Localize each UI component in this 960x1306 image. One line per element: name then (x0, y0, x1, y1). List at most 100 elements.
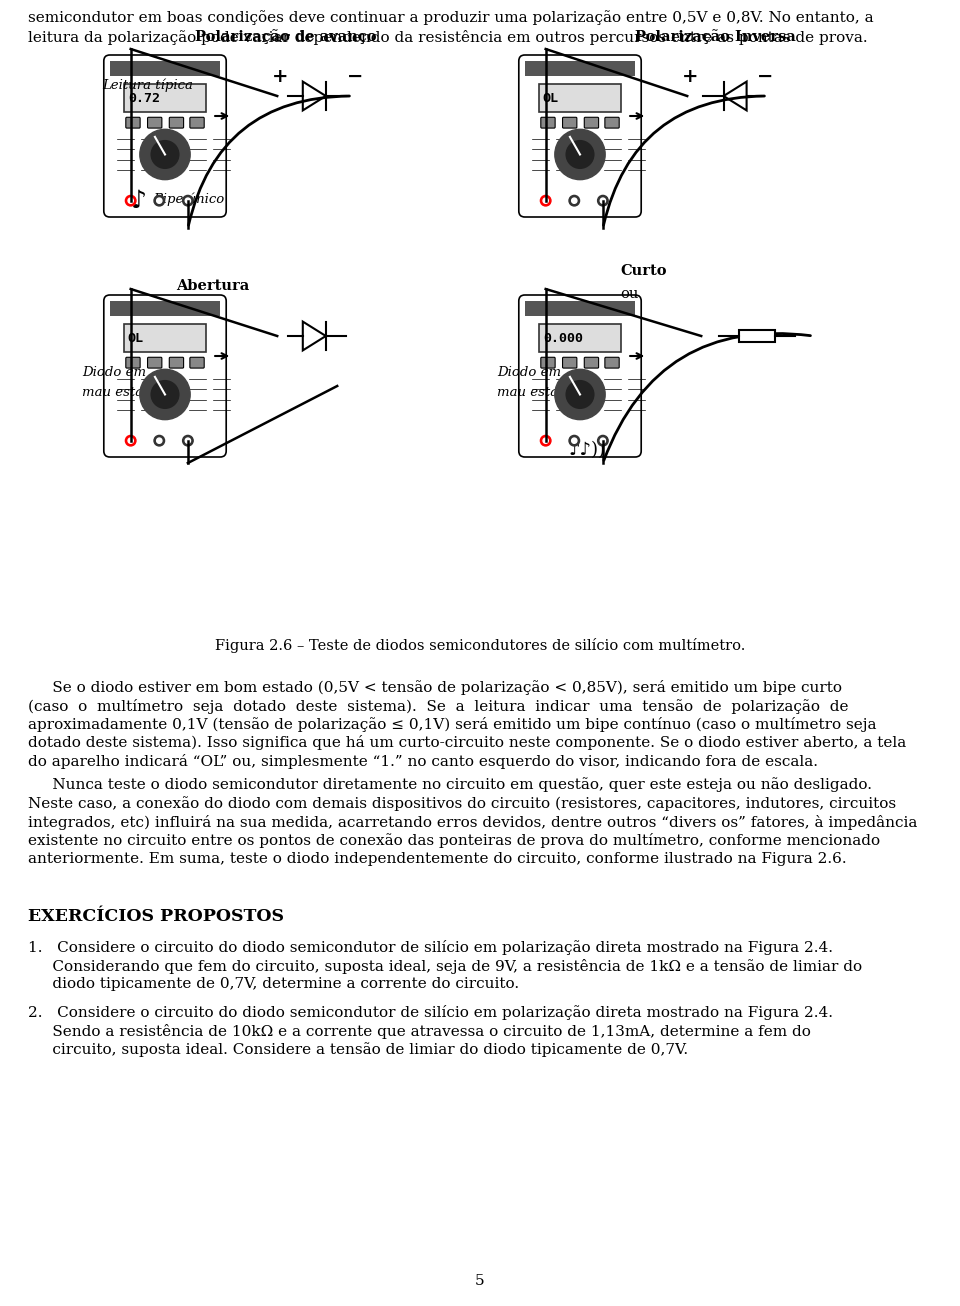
FancyBboxPatch shape (104, 295, 227, 457)
Circle shape (571, 438, 577, 443)
Text: Neste caso, a conexão do diodo com demais dispositivos do circuito (resistores, : Neste caso, a conexão do diodo com demai… (28, 795, 896, 811)
Circle shape (566, 380, 594, 409)
Text: Considerando que fem do circuito, suposta ideal, seja de 9V, a resistência de 1k: Considerando que fem do circuito, supost… (28, 959, 862, 973)
Text: 0.000: 0.000 (542, 332, 583, 345)
Text: 0.72: 0.72 (128, 91, 159, 104)
Circle shape (540, 196, 551, 206)
Text: ♪: ♪ (131, 189, 147, 213)
Circle shape (156, 438, 162, 443)
Circle shape (597, 196, 609, 206)
Circle shape (126, 435, 136, 445)
Circle shape (543, 438, 548, 443)
Circle shape (151, 380, 179, 409)
FancyBboxPatch shape (190, 358, 204, 368)
Text: ou: ou (620, 287, 638, 300)
FancyBboxPatch shape (540, 358, 555, 368)
Text: Abertura: Abertura (177, 279, 250, 293)
FancyBboxPatch shape (605, 358, 619, 368)
Text: Figura 2.6 – Teste de diodos semicondutores de silício com multímetro.: Figura 2.6 – Teste de diodos semiconduto… (215, 639, 745, 653)
Text: −: − (757, 68, 774, 86)
FancyBboxPatch shape (190, 118, 204, 128)
Circle shape (140, 370, 190, 419)
FancyBboxPatch shape (540, 118, 555, 128)
Circle shape (154, 196, 164, 206)
Circle shape (185, 199, 190, 204)
Text: Diodo em: Diodo em (497, 366, 562, 379)
Circle shape (571, 199, 577, 204)
Text: Curto: Curto (620, 264, 666, 278)
Circle shape (154, 435, 164, 445)
FancyBboxPatch shape (148, 358, 162, 368)
Text: +: + (273, 68, 289, 86)
Circle shape (140, 129, 190, 180)
FancyBboxPatch shape (585, 358, 599, 368)
Text: mau estado: mau estado (497, 387, 575, 400)
Text: Leitura típica: Leitura típica (102, 78, 193, 93)
FancyBboxPatch shape (126, 118, 140, 128)
Circle shape (128, 438, 133, 443)
Text: OL: OL (128, 332, 144, 345)
Bar (109, 300, 220, 316)
Text: Nunca teste o diodo semicondutor diretamente no circuito em questão, quer este e: Nunca teste o diodo semicondutor diretam… (28, 777, 872, 793)
Text: −: − (348, 68, 364, 86)
Text: Se o diodo estiver em bom estado (0,5V < tensão de polarização < 0,85V), será em: Se o diodo estiver em bom estado (0,5V <… (28, 680, 842, 695)
Circle shape (540, 435, 551, 445)
Circle shape (600, 438, 606, 443)
Circle shape (182, 435, 193, 445)
Text: Diodo em: Diodo em (82, 366, 146, 379)
Text: diodo tipicamente de 0,7V, determine a corrente do circuito.: diodo tipicamente de 0,7V, determine a c… (28, 977, 519, 991)
Text: EXERCÍCIOS PROPOSTOS: EXERCÍCIOS PROPOSTOS (28, 908, 284, 925)
FancyArrowPatch shape (188, 97, 349, 226)
Bar (539, 324, 621, 353)
Circle shape (156, 199, 162, 204)
Text: Polarização de avanço: Polarização de avanço (195, 29, 376, 44)
Text: (caso  o  multímetro  seja  dotado  deste  sistema).  Se  a  leitura  indicar  u: (caso o multímetro seja dotado deste sis… (28, 699, 849, 713)
Text: +: + (683, 68, 699, 86)
Text: mau estado: mau estado (82, 387, 159, 400)
FancyBboxPatch shape (126, 358, 140, 368)
Text: Polarização Inversa: Polarização Inversa (635, 29, 796, 44)
FancyArrowPatch shape (604, 97, 764, 226)
Text: dotado deste sistema). Isso significa que há um curto-circuito neste componente.: dotado deste sistema). Isso significa qu… (28, 735, 906, 751)
Text: OL: OL (542, 91, 559, 104)
Text: 5: 5 (475, 1273, 485, 1288)
FancyBboxPatch shape (585, 118, 599, 128)
Bar (124, 324, 206, 353)
FancyBboxPatch shape (518, 295, 641, 457)
Circle shape (151, 141, 179, 168)
Circle shape (543, 199, 548, 204)
Text: Bipe único: Bipe único (154, 193, 225, 206)
Bar (525, 300, 636, 316)
Text: leitura da polarização pode variar dependendo da resistência em outros percursos: leitura da polarização pode variar depen… (28, 30, 868, 44)
FancyArrowPatch shape (604, 333, 810, 461)
Bar (525, 61, 636, 76)
FancyBboxPatch shape (169, 118, 183, 128)
Text: aproximadamente 0,1V (tensão de polarização ≤ 0,1V) será emitido um bipe contínu: aproximadamente 0,1V (tensão de polariza… (28, 717, 876, 731)
Text: semicondutor em boas condições deve continuar a produzir uma polarização entre 0: semicondutor em boas condições deve cont… (28, 10, 874, 25)
Bar (124, 85, 206, 112)
FancyBboxPatch shape (563, 358, 577, 368)
FancyBboxPatch shape (563, 118, 577, 128)
Circle shape (126, 196, 136, 206)
Text: 1.   Considere o circuito do diodo semicondutor de silício em polarização direta: 1. Considere o circuito do diodo semicon… (28, 940, 833, 955)
Circle shape (569, 435, 580, 445)
Text: circuito, suposta ideal. Considere a tensão de limiar do diodo tipicamente de 0,: circuito, suposta ideal. Considere a ten… (28, 1042, 688, 1058)
Circle shape (566, 141, 594, 168)
Circle shape (600, 199, 606, 204)
FancyBboxPatch shape (104, 55, 227, 217)
FancyBboxPatch shape (518, 55, 641, 217)
Text: do aparelho indicará “OL” ou, simplesmente “1.” no canto esquerdo do visor, indi: do aparelho indicará “OL” ou, simplesmen… (28, 754, 818, 769)
Circle shape (128, 199, 133, 204)
Circle shape (555, 129, 605, 180)
Circle shape (185, 438, 190, 443)
Circle shape (555, 370, 605, 419)
FancyBboxPatch shape (605, 118, 619, 128)
Circle shape (597, 435, 609, 445)
Text: ♪♪)): ♪♪)) (568, 440, 606, 458)
Bar (109, 61, 220, 76)
Text: integrados, etc) influirá na sua medida, acarretando erros devidos, dentre outro: integrados, etc) influirá na sua medida,… (28, 815, 918, 829)
Text: existente no circuito entre os pontos de conexão das ponteiras de prova do multí: existente no circuito entre os pontos de… (28, 833, 880, 848)
FancyBboxPatch shape (148, 118, 162, 128)
Circle shape (569, 196, 580, 206)
Text: Sendo a resistência de 10kΩ e a corrente que atravessa o circuito de 1,13mA, det: Sendo a resistência de 10kΩ e a corrente… (28, 1024, 811, 1040)
